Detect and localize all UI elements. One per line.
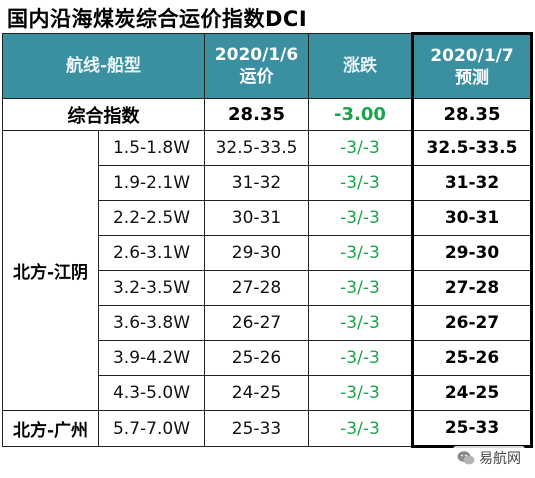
change-value: -3/-3 xyxy=(308,235,413,271)
forecast-value: 30-31 xyxy=(411,200,533,236)
forecast-value: 32.5-33.5 xyxy=(411,130,533,166)
price-value: 30-31 xyxy=(204,200,309,236)
forecast-value: 25-26 xyxy=(411,340,533,376)
header-price-date: 2020/1/6 xyxy=(214,45,299,65)
table-header-row: 航线-船型 2020/1/6 运价 涨跌 2020/1/7 预测 xyxy=(2,32,533,99)
header-route: 航线-船型 xyxy=(2,33,205,99)
price-value: 32.5-33.5 xyxy=(204,130,309,166)
table-row: 2.2-2.5W 30-31 -3/-3 30-31 xyxy=(3,200,533,236)
change-value: -3/-3 xyxy=(308,375,413,411)
ship-size: 1.9-2.1W xyxy=(98,165,205,201)
page-title: 国内沿海煤炭综合运价指数DCI xyxy=(7,7,308,31)
table-row: 1.9-2.1W 31-32 -3/-3 31-32 xyxy=(3,165,533,201)
price-value: 27-28 xyxy=(204,270,309,306)
ship-size: 2.6-3.1W xyxy=(98,235,205,271)
price-value: 26-27 xyxy=(204,305,309,341)
ship-size: 4.3-5.0W xyxy=(98,375,205,411)
change-value: -3/-3 xyxy=(308,305,413,341)
header-change: 涨跌 xyxy=(308,33,413,99)
forecast-value: 26-27 xyxy=(411,305,533,341)
ship-size: 5.7-7.0W xyxy=(98,410,205,447)
wechat-icon xyxy=(457,451,475,465)
change-value: -3/-3 xyxy=(308,410,413,447)
header-price-label: 运价 xyxy=(239,67,274,87)
summary-change: -3.00 xyxy=(308,98,413,131)
forecast-value: 24-25 xyxy=(411,375,533,411)
header-price: 2020/1/6 运价 xyxy=(204,33,309,99)
region-cell: 北方-江阴 xyxy=(2,130,99,411)
brand-name: 易航网 xyxy=(479,451,521,467)
brand-badge: 易航网 xyxy=(453,446,525,470)
price-value: 29-30 xyxy=(204,235,309,271)
header-forecast-label: 预测 xyxy=(455,67,489,88)
table-row: 4.3-5.0W 24-25 -3/-3 24-25 xyxy=(3,375,533,411)
ship-size: 3.2-3.5W xyxy=(98,270,205,306)
summary-row: 综合指数 28.35 -3.00 28.35 xyxy=(2,98,533,131)
ship-size: 3.6-3.8W xyxy=(98,305,205,341)
table-row: 北方-江阴 1.5-1.8W 32.5-33.5 -3/-3 32.5-33.5 xyxy=(2,130,533,411)
forecast-value: 25-33 xyxy=(411,410,533,448)
table-row: 3.6-3.8W 26-27 -3/-3 26-27 xyxy=(3,305,533,341)
price-value: 25-26 xyxy=(204,340,309,376)
ship-size: 1.5-1.8W xyxy=(98,130,205,166)
change-value: -3/-3 xyxy=(308,270,413,306)
table-row: 3.2-3.5W 27-28 -3/-3 27-28 xyxy=(3,270,533,306)
summary-label: 综合指数 xyxy=(2,98,205,131)
change-value: -3/-3 xyxy=(308,340,413,376)
change-value: -3/-3 xyxy=(308,130,413,166)
forecast-value: 31-32 xyxy=(411,165,533,201)
price-value: 25-33 xyxy=(204,410,309,447)
header-forecast: 2020/1/7 预测 xyxy=(411,32,533,99)
table-row: 北方-广州 5.7-7.0W 25-33 -3/-3 25-33 xyxy=(2,410,533,448)
header-forecast-date: 2020/1/7 xyxy=(430,45,514,66)
summary-price: 28.35 xyxy=(204,98,309,131)
dci-price-table: 航线-船型 2020/1/6 运价 涨跌 2020/1/7 预测 综合指数 28… xyxy=(2,32,533,448)
change-value: -3/-3 xyxy=(308,165,413,201)
summary-forecast: 28.35 xyxy=(411,98,533,131)
ship-size: 3.9-4.2W xyxy=(98,340,205,376)
forecast-value: 27-28 xyxy=(411,270,533,306)
ship-size: 2.2-2.5W xyxy=(98,200,205,236)
table-row: 3.9-4.2W 25-26 -3/-3 25-26 xyxy=(3,340,533,376)
region-cell: 北方-广州 xyxy=(2,410,99,447)
forecast-value: 29-30 xyxy=(411,235,533,271)
change-value: -3/-3 xyxy=(308,200,413,236)
price-value: 24-25 xyxy=(204,375,309,411)
price-value: 31-32 xyxy=(204,165,309,201)
table-row: 2.6-3.1W 29-30 -3/-3 29-30 xyxy=(3,235,533,271)
